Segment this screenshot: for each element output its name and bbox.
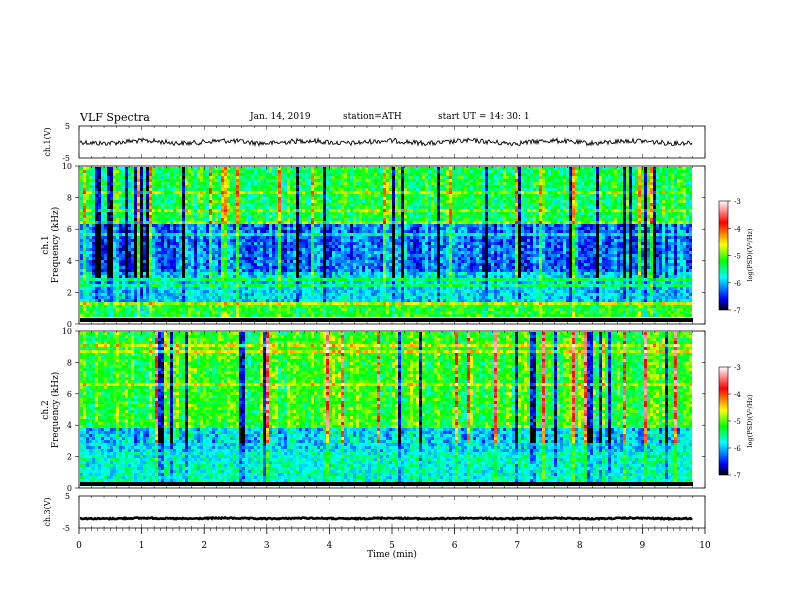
ch1-cb-tick-4: -7: [734, 307, 741, 315]
ch2-cb-tick-0: -3: [734, 364, 741, 372]
ch2-colorbar-label: log(PSD)(V²/Hz): [746, 394, 754, 447]
ch1-ytick-top: 5: [65, 122, 70, 131]
ch2-ytick-label-0: 0: [67, 484, 72, 493]
start-time-label: start UT = 14: 30: 1: [438, 112, 530, 122]
ch2-ytick-label-1: 2: [67, 453, 72, 462]
x-tick-label-5: 5: [389, 541, 395, 551]
x-tick-label-0: 0: [76, 541, 82, 551]
ch1-ytick-label-5: 10: [62, 162, 72, 171]
ch2-colorbar-gradient: [718, 366, 729, 476]
ch1-colorbar-label: log(PSD)(V²/Hz): [746, 228, 754, 281]
ch1-waveform-trace: [79, 137, 693, 147]
ch2-ytick-label-2: 4: [67, 421, 72, 430]
ch1-ytick-label-0: 0: [67, 320, 72, 329]
x-tick-label-10: 10: [699, 541, 711, 551]
wave1-line: [79, 137, 693, 147]
time-axis-label: Time (min): [367, 549, 417, 560]
ch1-cb-tick-1: -4: [734, 225, 741, 233]
ch1-cb-tick-0: -3: [734, 198, 741, 206]
figure-title: VLF Spectra: [80, 111, 150, 124]
ch2-ylabel-frequency: Frequency (kHz): [50, 372, 61, 449]
ch2-ytick-label-3: 6: [67, 390, 72, 399]
x-tick-label-7: 7: [514, 541, 520, 551]
ch2-cb-tick-1: -4: [734, 391, 741, 399]
ch1-spectrogram-panel: 0 2 4 6 8 10 ch.1 Frequency (kHz): [41, 162, 706, 329]
station-label: station=ATH: [343, 112, 402, 122]
ch1-ytick-label-3: 6: [67, 225, 72, 234]
time-axis: 0 1 2 3 4 5 6 7 8 9 10: [76, 126, 711, 551]
x-tick-label-4: 4: [327, 541, 333, 551]
ch2-colorbar: -3 -4 -5 -6 -7 log(PSD)(V²/Hz): [718, 364, 754, 480]
ch1-spectrogram: [80, 167, 693, 322]
ch1-ytick-bottom: -5: [62, 154, 70, 163]
ch1-waveform-panel: 5 -5 ch.1(V): [43, 122, 706, 163]
date-label: Jan. 14, 2019: [250, 112, 311, 122]
ch1-ytick-label-1: 2: [67, 288, 72, 297]
ch1-ylabel: ch.1(V): [43, 127, 52, 156]
ch1-cb-tick-2: -5: [734, 253, 741, 261]
ch1-colorbar: -3 -4 -5 -6 -7 log(PSD)(V²/Hz): [718, 198, 754, 315]
ch1-cb-tick-3: -6: [734, 280, 741, 288]
ch1-ylabel-channel: ch.1: [41, 235, 51, 254]
ch2-cb-tick-2: -5: [734, 418, 741, 426]
ch3-waveform-panel: 5 -5 ch.3(V): [43, 492, 706, 533]
ch2-cb-tick-3: -6: [734, 445, 741, 453]
ch3-ytick-top: 5: [65, 492, 70, 501]
wave3-line: [79, 515, 693, 522]
ch3-ylabel: ch.3(V): [43, 497, 52, 526]
ch1-ytick-label-4: 8: [67, 194, 72, 203]
x-tick-label-8: 8: [577, 541, 583, 551]
spec2-baseline: [80, 482, 693, 486]
ch1-ytick-label-2: 4: [67, 257, 72, 266]
ch2-ytick-label-5: 10: [62, 327, 72, 336]
ch2-spectrogram-panel: 0 2 4 6 8 10 ch.2 Frequency (kHz): [41, 327, 706, 493]
ch3-waveform-trace: [79, 515, 693, 522]
x-tick-label-9: 9: [640, 541, 646, 551]
ch2-cb-tick-4: -7: [734, 472, 741, 480]
x-tick-label-6: 6: [452, 541, 458, 551]
x-tick-label-1: 1: [139, 541, 145, 551]
ch2-ytick-label-4: 8: [67, 358, 72, 367]
x-tick-label-3: 3: [264, 541, 270, 551]
spec1-baseline: [80, 318, 693, 322]
ch3-ytick-bottom: -5: [62, 524, 70, 533]
ch1-ylabel-frequency: Frequency (kHz): [50, 207, 61, 284]
ch1-colorbar-gradient: [718, 200, 729, 311]
x-tick-label-2: 2: [201, 541, 207, 551]
ch2-spectrogram: [80, 332, 693, 486]
ch2-ylabel-channel: ch.2: [41, 400, 51, 419]
